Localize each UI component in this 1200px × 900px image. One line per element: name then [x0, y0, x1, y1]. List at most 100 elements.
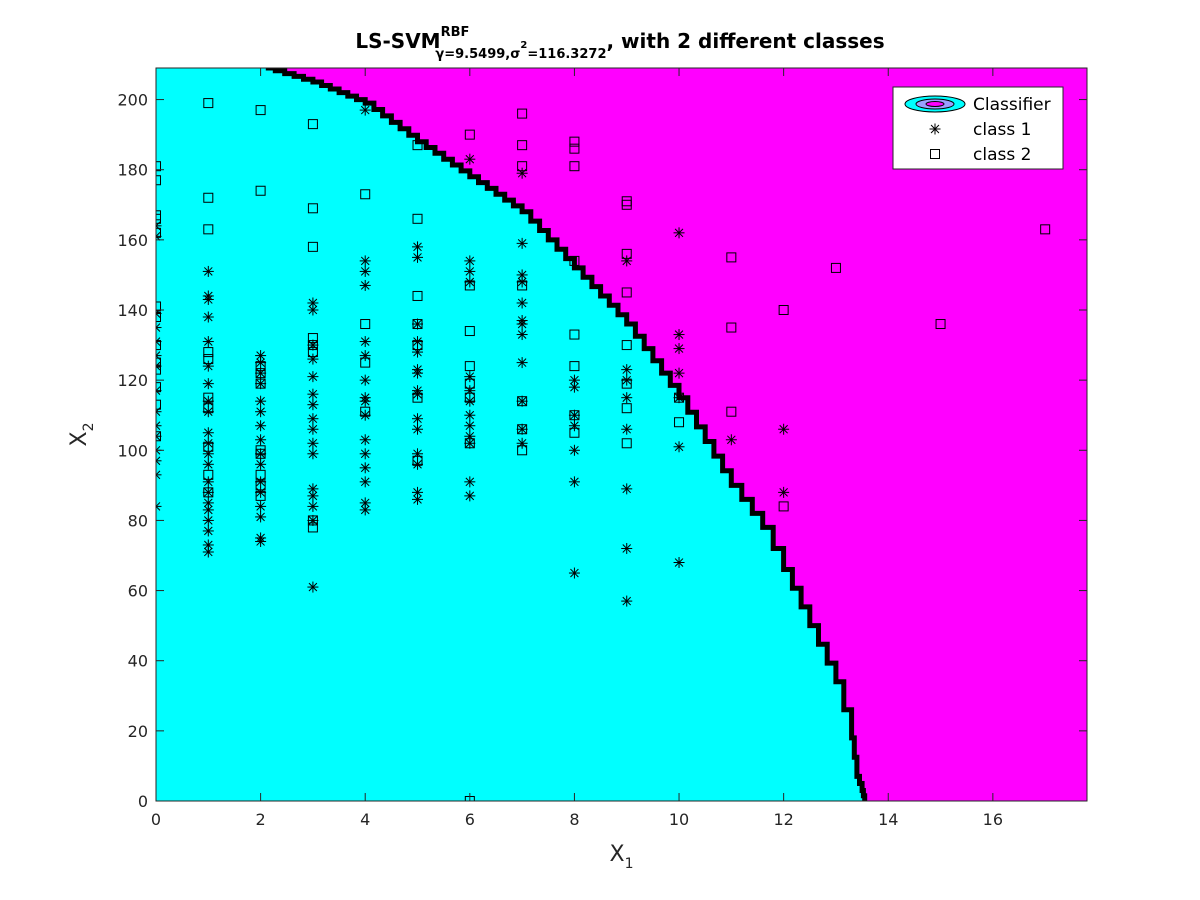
y-tick-label: 100 — [117, 441, 148, 460]
x-tick-label: 16 — [983, 810, 1003, 829]
class1-point — [359, 265, 371, 277]
class2-point — [464, 361, 475, 372]
x-tick-label: 10 — [669, 810, 689, 829]
y-axis-label: X2 — [67, 423, 97, 447]
y-tick-label: 60 — [128, 582, 148, 601]
plot-area — [156, 68, 1087, 801]
class1-point — [568, 444, 580, 456]
class2-point — [360, 189, 371, 200]
class1-point — [359, 374, 371, 386]
class1-point — [202, 437, 214, 449]
class1-point — [464, 490, 476, 502]
class1-point — [202, 539, 214, 551]
y-tick-label: 20 — [128, 722, 148, 741]
class1-point — [307, 483, 319, 495]
class2-point — [255, 469, 266, 480]
class1-point — [673, 343, 685, 355]
class1-point — [307, 353, 319, 365]
class2-point — [517, 140, 528, 151]
class1-point — [359, 409, 371, 421]
chart-title: LS-SVMRBF γ=9.5499,σ2=116.3272, with 2 di… — [355, 25, 884, 62]
class1-point — [568, 420, 580, 432]
class1-point — [464, 409, 476, 421]
class1-point — [202, 406, 214, 418]
class2-point — [255, 368, 266, 379]
classifier-legend-icon — [904, 95, 966, 113]
class1-point — [621, 392, 633, 404]
class2-point — [569, 161, 580, 172]
class2-point — [156, 227, 161, 238]
class1-point — [255, 458, 267, 470]
y-tick-label: 140 — [117, 301, 148, 320]
class2-point — [464, 438, 475, 449]
class2-point — [255, 378, 266, 389]
class1-point — [359, 104, 371, 116]
class1-point — [307, 413, 319, 425]
class2-point — [156, 399, 161, 410]
class2-point — [307, 347, 318, 358]
class2-point — [726, 252, 737, 263]
class2-point — [621, 340, 632, 351]
class1-point — [516, 276, 528, 288]
class2-point — [203, 347, 214, 358]
class1-point — [307, 297, 319, 309]
class2-point — [621, 248, 632, 259]
class2-point — [412, 455, 423, 466]
class1-point — [156, 430, 162, 442]
class1-point — [156, 385, 162, 397]
class2-point — [935, 319, 946, 330]
class2-point — [156, 175, 161, 186]
class2-region — [265, 68, 1087, 801]
class1-point — [621, 483, 633, 495]
class2-point — [464, 392, 475, 403]
y-tick-label: 120 — [117, 371, 148, 390]
class2-point — [255, 490, 266, 501]
y-axis: 0 20 40 60 80 100 120 140 160 180 200 — [117, 91, 1087, 811]
class2-point — [621, 403, 632, 414]
class1-point — [673, 227, 685, 239]
y-tick-label: 200 — [117, 91, 148, 110]
class1-point — [359, 497, 371, 509]
class1-point — [412, 423, 424, 435]
class2-point — [621, 378, 632, 389]
class2-point — [569, 410, 580, 421]
class1-point — [464, 276, 476, 288]
class1-point — [464, 255, 476, 267]
class2-point — [569, 427, 580, 438]
class1-point — [778, 423, 790, 435]
class2-point — [307, 241, 318, 252]
class2-point — [203, 487, 214, 498]
class1-point — [202, 395, 214, 407]
class1-point — [412, 486, 424, 498]
class1-point — [202, 458, 214, 470]
class1-point — [255, 448, 267, 460]
class1-point — [464, 430, 476, 442]
y-tick-label: 180 — [117, 161, 148, 180]
class2-point — [517, 445, 528, 456]
class2-point — [203, 403, 214, 414]
legend: Classifier class 1 class 2 — [892, 86, 1064, 170]
x-axis-label: X1 — [610, 842, 634, 872]
class2-point — [203, 441, 214, 452]
class2-point — [203, 354, 214, 365]
class1-point — [621, 595, 633, 607]
class2-point — [621, 287, 632, 298]
class2-point — [156, 431, 161, 442]
class1-point — [412, 336, 424, 348]
plot-frame — [155, 67, 1088, 802]
class2-point — [569, 361, 580, 372]
class2-point — [464, 129, 475, 140]
class1-point — [359, 350, 371, 362]
class1-point — [202, 290, 214, 302]
class1-point — [778, 486, 790, 498]
class1-point — [464, 153, 476, 165]
class1-point — [516, 237, 528, 249]
class2-point — [156, 301, 161, 312]
class1-point — [307, 423, 319, 435]
class1-point — [202, 497, 214, 509]
class1-point — [412, 346, 424, 358]
class1-point — [307, 448, 319, 460]
class1-point — [412, 318, 424, 330]
class1-point — [359, 255, 371, 267]
